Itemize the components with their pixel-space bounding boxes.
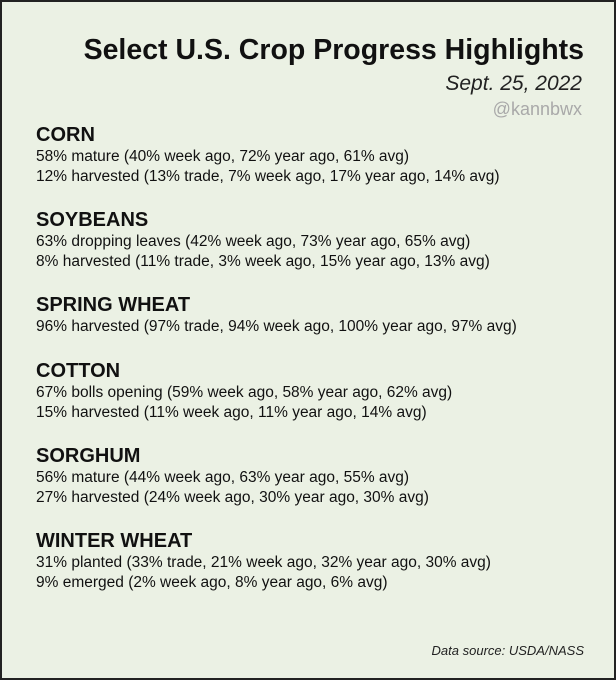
crop-section-cotton: COTTON 67% bolls opening (59% week ago, … bbox=[36, 359, 594, 444]
crop-stat-line: 63% dropping leaves (42% week ago, 73% y… bbox=[36, 233, 471, 250]
crop-name: SOYBEANS bbox=[36, 209, 149, 231]
crop-name: SORGHUM bbox=[36, 445, 141, 467]
crop-stat-line: 27% harvested (24% week ago, 30% year ag… bbox=[36, 489, 429, 506]
crop-sections: CORN 58% mature (40% week ago, 72% year … bbox=[36, 123, 594, 614]
crop-stat-line: 67% bolls opening (59% week ago, 58% yea… bbox=[36, 384, 453, 401]
data-source-note: Data source: USDA/NASS bbox=[431, 643, 584, 658]
page-title: Select U.S. Crop Progress Highlights bbox=[83, 34, 584, 66]
crop-section-corn: CORN 58% mature (40% week ago, 72% year … bbox=[36, 123, 594, 208]
crop-name: SPRING WHEAT bbox=[36, 294, 191, 316]
crop-name: COTTON bbox=[36, 360, 121, 382]
crop-stat-line: 15% harvested (11% week ago, 11% year ag… bbox=[36, 404, 427, 421]
crop-name: CORN bbox=[36, 124, 95, 146]
crop-section-winter-wheat: WINTER WHEAT 31% planted (33% trade, 21%… bbox=[36, 529, 594, 614]
crop-name: WINTER WHEAT bbox=[36, 530, 193, 552]
crop-stat-line: 96% harvested (97% trade, 94% week ago, … bbox=[36, 318, 517, 335]
crop-stat-line: 31% planted (33% trade, 21% week ago, 32… bbox=[36, 554, 491, 571]
crop-stat-line: 56% mature (44% week ago, 63% year ago, … bbox=[36, 469, 410, 486]
crop-stat-line: 9% emerged (2% week ago, 8% year ago, 6%… bbox=[36, 574, 388, 591]
report-date: Sept. 25, 2022 bbox=[445, 72, 582, 95]
crop-section-soybeans: SOYBEANS 63% dropping leaves (42% week a… bbox=[36, 208, 594, 293]
crop-section-sorghum: SORGHUM 56% mature (44% week ago, 63% ye… bbox=[36, 444, 594, 529]
crop-section-spring-wheat: SPRING WHEAT 96% harvested (97% trade, 9… bbox=[36, 293, 594, 359]
crop-stat-line: 12% harvested (13% trade, 7% week ago, 1… bbox=[36, 168, 500, 185]
author-handle: @kannbwx bbox=[492, 99, 582, 119]
crop-stat-line: 58% mature (40% week ago, 72% year ago, … bbox=[36, 148, 410, 165]
crop-stat-line: 8% harvested (11% trade, 3% week ago, 15… bbox=[36, 253, 490, 270]
